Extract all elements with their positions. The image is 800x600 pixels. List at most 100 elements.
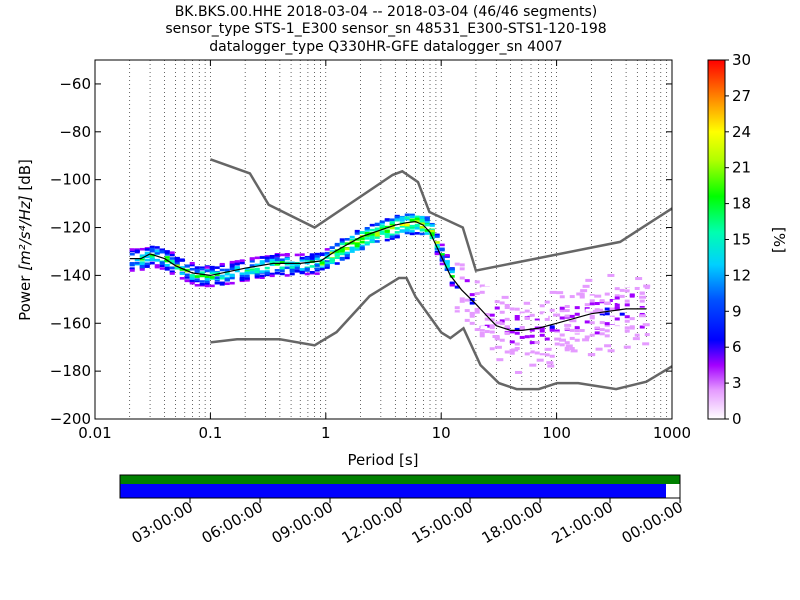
psd-cell <box>404 231 410 235</box>
psd-cell <box>214 273 220 277</box>
time-tick-label: 18:00:00 <box>479 498 546 547</box>
psd-cell <box>574 326 580 330</box>
psd-cell <box>623 345 631 349</box>
psd-cell <box>274 253 280 257</box>
psd-cell <box>359 240 365 244</box>
psd-cell <box>169 259 175 263</box>
psd-cell <box>539 304 545 308</box>
psd-cell <box>364 241 370 245</box>
psd-cell <box>149 258 155 261</box>
psd-cell <box>484 350 490 354</box>
psd-cell <box>624 284 630 288</box>
psd-cell <box>439 255 445 259</box>
psd-cell <box>544 347 552 351</box>
psd-cell <box>369 232 375 236</box>
x-tick-label: 10 <box>432 424 451 442</box>
psd-cell <box>514 342 520 346</box>
psd-cell <box>575 302 583 306</box>
psd-cell <box>409 215 415 219</box>
psd-cell <box>259 262 265 266</box>
psd-cell <box>489 324 495 328</box>
psd-cell <box>604 329 610 333</box>
psd-cell <box>499 349 505 353</box>
psd-cell <box>294 266 300 270</box>
psd-cell <box>259 270 265 273</box>
psd-cell <box>269 274 275 278</box>
psd-cell <box>349 250 355 253</box>
psd-cell <box>229 276 235 280</box>
psd-cell <box>194 266 200 269</box>
psd-cell <box>619 280 625 284</box>
y-tick-label: −120 <box>50 219 91 237</box>
psd-cell <box>529 341 535 345</box>
psd-cell <box>459 267 465 271</box>
psd-cell <box>544 337 550 341</box>
psd-cell <box>364 234 370 237</box>
psd-cell <box>389 235 395 239</box>
psd-cell <box>229 281 235 285</box>
psd-cell <box>254 267 260 271</box>
psd-cell <box>384 218 390 221</box>
title-line-2: sensor_type STS-1_E300 sensor_sn 48531_E… <box>165 21 606 37</box>
psd-cell <box>444 262 450 266</box>
psd-cell <box>479 305 485 309</box>
psd-cell <box>189 280 195 284</box>
colorbar-tick-label: 27 <box>732 87 751 105</box>
psd-cell <box>449 269 455 272</box>
gaps-band <box>120 475 680 484</box>
psd-cell <box>314 264 320 267</box>
psd-cell <box>594 342 600 346</box>
psd-cell <box>585 278 593 282</box>
psd-cell <box>314 255 320 258</box>
y-tick-label: −80 <box>59 123 91 141</box>
psd-cell <box>394 235 400 239</box>
plot-area <box>94 59 673 420</box>
psd-cell <box>424 216 430 220</box>
psd-cell <box>580 289 588 293</box>
psd-cell <box>514 317 520 321</box>
psd-cell <box>479 343 485 347</box>
psd-cell <box>554 295 560 299</box>
psd-cell <box>544 353 550 357</box>
psd-cell <box>505 321 513 325</box>
psd-cell <box>594 351 600 355</box>
psd-cell <box>199 271 205 274</box>
psd-cell <box>239 259 245 262</box>
psd-cell <box>334 256 340 259</box>
psd-cell <box>369 236 375 239</box>
psd-cell <box>474 265 480 269</box>
psd-cell <box>299 256 305 260</box>
psd-cell <box>229 274 235 278</box>
psd-cell <box>299 259 305 262</box>
psd-cell <box>259 274 265 278</box>
psd-cell <box>159 264 165 267</box>
psd-cell <box>254 270 260 274</box>
psd-cell <box>209 270 215 273</box>
plot-frame <box>94 59 673 420</box>
psd-cell <box>619 333 625 337</box>
psd-cell <box>569 319 577 323</box>
psd-cell <box>194 275 200 278</box>
psd-cell <box>434 235 440 238</box>
psd-cell <box>179 266 185 269</box>
psd-cell <box>529 344 535 348</box>
psd-cell <box>239 277 245 281</box>
psd-cell <box>564 341 570 345</box>
psd-cell <box>414 223 420 227</box>
mean-psd <box>129 220 647 331</box>
psd-cell <box>154 259 160 262</box>
psd-cell <box>564 354 570 358</box>
psd-cell <box>464 312 470 316</box>
psd-cell <box>404 213 410 217</box>
psd-cell <box>639 325 645 329</box>
psd-cell <box>454 312 460 316</box>
psd-cell <box>459 272 465 276</box>
psd-cell <box>589 299 595 303</box>
psd-cell <box>624 319 630 323</box>
psd-cell <box>429 229 435 233</box>
psd-cell <box>139 268 145 271</box>
psd-cell <box>549 354 555 358</box>
psd-cell <box>329 250 335 253</box>
psd-cell <box>493 286 501 290</box>
psd-cell <box>564 327 570 331</box>
